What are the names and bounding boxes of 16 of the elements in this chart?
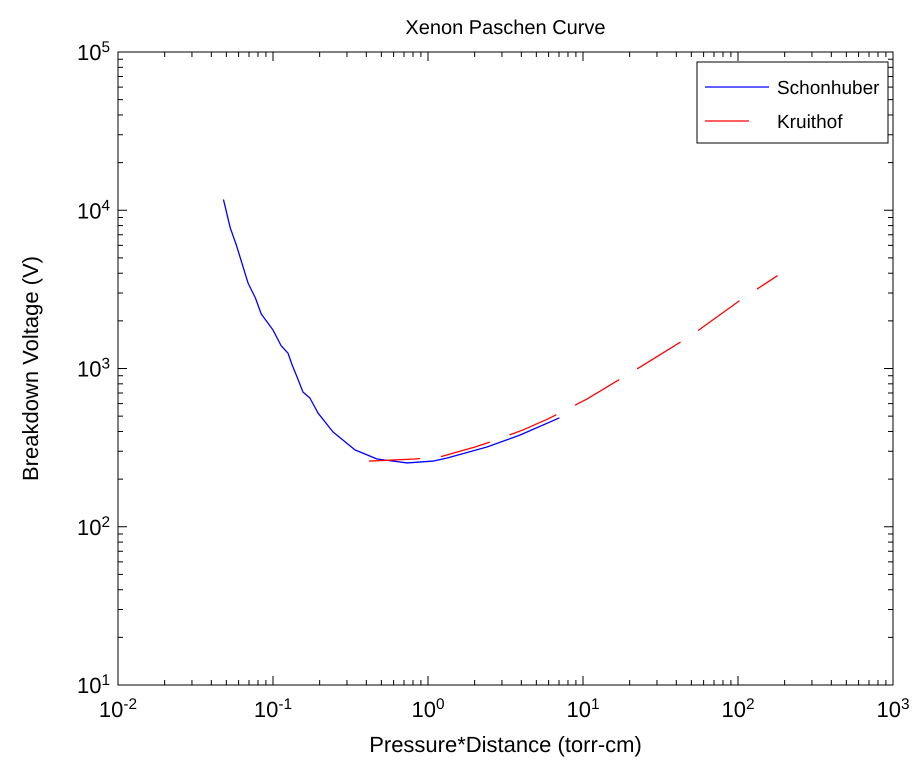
x-tick-label: 10$^{-2}$: [98, 696, 138, 722]
y-tick-label: 10$^{3}$: [76, 355, 110, 382]
x-tick-label: 10$^{1}$: [566, 696, 600, 722]
y-tick-label: 10$^{1}$: [76, 672, 110, 698]
y-tick-label: 10$^{2}$: [76, 513, 110, 540]
x-tick-label: 10$^{0}$: [411, 696, 445, 722]
y-tick-label: 10$^{5}$: [76, 38, 110, 65]
legend-label: Schonhuber: [777, 78, 880, 99]
y-tick-label: 10$^{4}$: [76, 196, 110, 224]
chart-title: Xenon Paschen Curve: [405, 17, 606, 39]
x-tick-label: 10$^{2}$: [721, 696, 755, 722]
y-axis-title: Breakdown Voltage (V): [18, 256, 43, 482]
x-tick-label: 10$^{3}$: [876, 696, 910, 722]
x-tick-label: 10$^{-1}$: [254, 696, 292, 722]
legend-label: Kruithof: [777, 112, 844, 133]
x-axis-title: Pressure*Distance (torr-cm): [369, 732, 642, 757]
